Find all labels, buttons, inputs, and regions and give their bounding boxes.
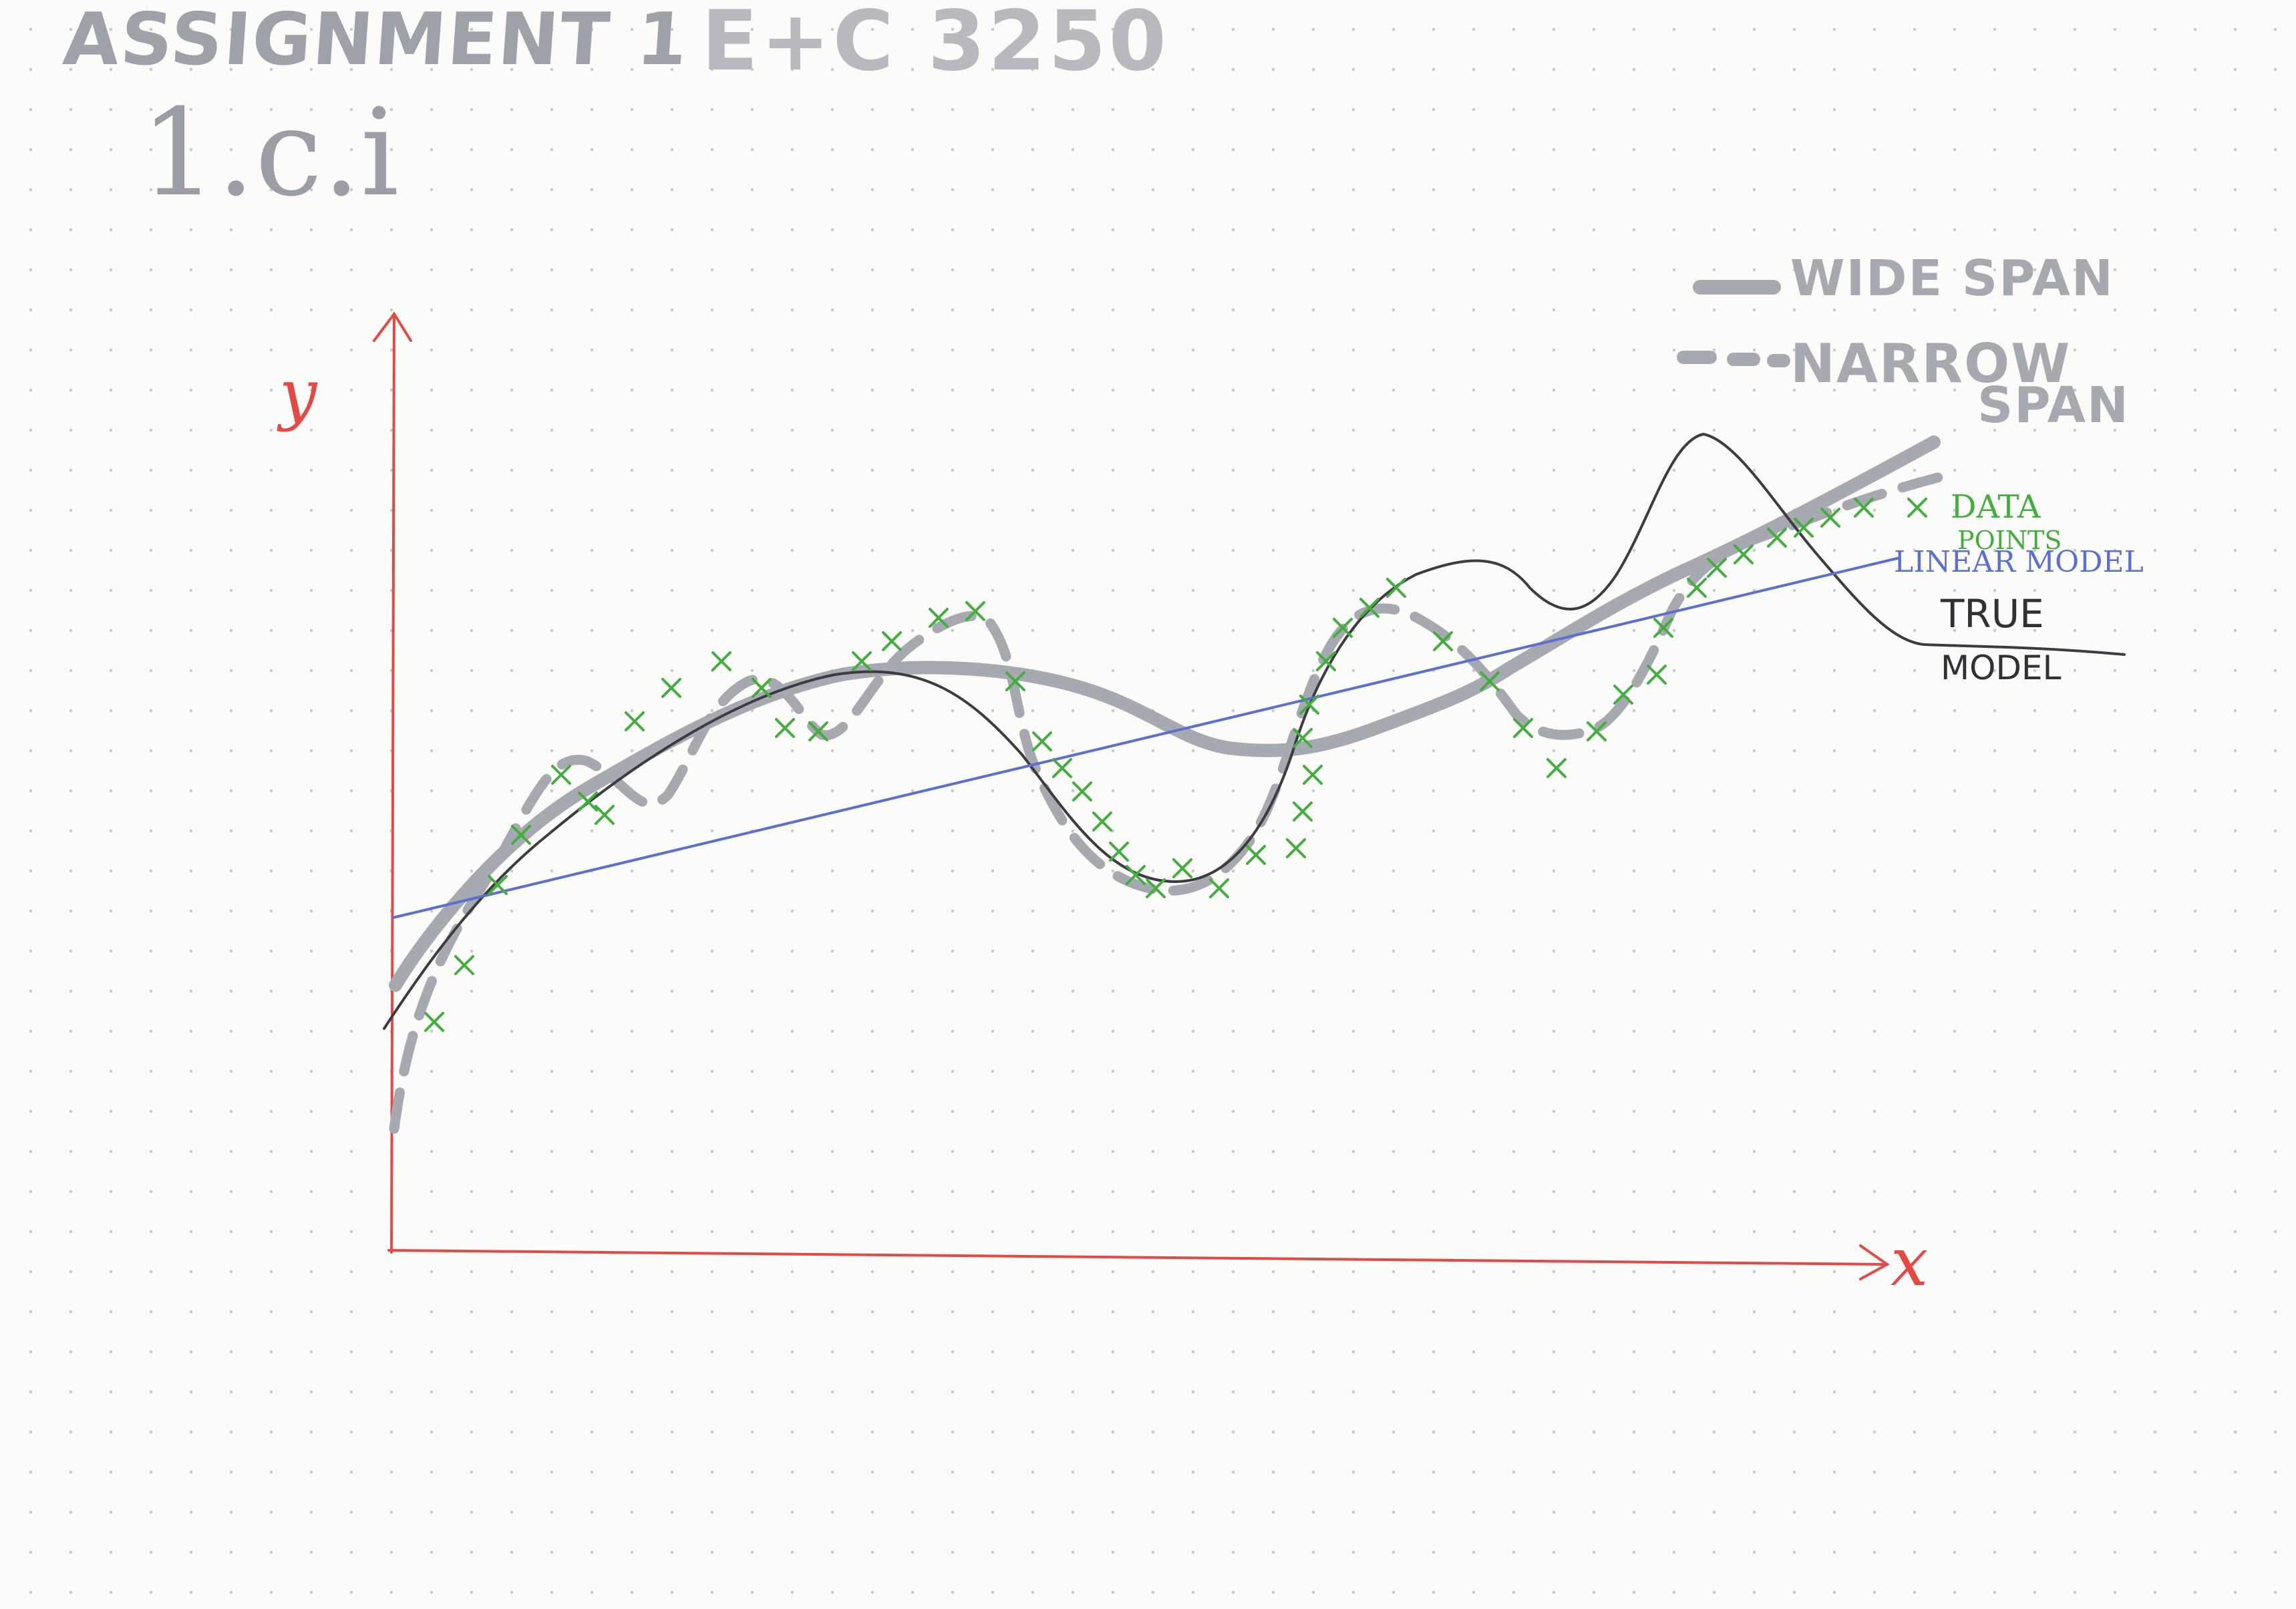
linear-model-label: LINEAR MODEL (1894, 545, 2144, 579)
data-point-mark (1209, 878, 1229, 898)
data-point-mark (882, 631, 902, 651)
true-model-label: TRUE (1941, 591, 2044, 637)
data-point-mark (1032, 731, 1052, 751)
x-axis-label: x (1891, 1223, 1929, 1301)
data-point-mark (1293, 801, 1313, 822)
data-point-mark (808, 721, 828, 741)
data-point-mark (595, 805, 615, 825)
data-point-mark (1513, 718, 1533, 738)
legend-wide-span-label: WIDE SPAN (1790, 250, 2114, 307)
data-point-mark (1109, 842, 1129, 862)
data-points-label: DATA (1951, 488, 2041, 526)
data-point-mark (711, 651, 731, 671)
x-axis-line (387, 1249, 1889, 1266)
data-point-mark (1613, 685, 1633, 705)
data-point-mark (929, 608, 949, 628)
wide-span-curve (389, 435, 1941, 992)
data-point-mark (1052, 758, 1072, 778)
data-point-mark (1303, 765, 1323, 785)
legend-narrow-span-label: NARROW (1790, 333, 2072, 395)
data-point-mark (1333, 618, 1353, 638)
data-point-mark (488, 875, 508, 895)
data-point-mark (454, 955, 474, 975)
data-point-mark (625, 711, 645, 731)
x-axis-arrowhead (1859, 1244, 1890, 1280)
data-point-mark (1246, 845, 1266, 865)
data-point-mark (1647, 665, 1667, 685)
data-point-mark (1854, 498, 1874, 518)
legend-narrow-span-label-2: SPAN (1977, 377, 2130, 434)
data-point-mark (661, 678, 681, 698)
data-point-mark (511, 825, 531, 845)
data-point-mark (752, 678, 772, 698)
data-point-mark (1092, 812, 1112, 832)
data-point-mark (1359, 598, 1379, 618)
data-point-mark (1293, 728, 1313, 748)
data-point-mark (1587, 721, 1607, 741)
data-point-mark (1734, 544, 1754, 564)
data-point-mark (1480, 671, 1500, 691)
y-axis-line (390, 313, 395, 1254)
data-point-mark (1767, 528, 1787, 548)
data-point-mark (775, 718, 795, 738)
true-model-curve (383, 432, 2126, 1030)
data-point-mark (852, 651, 872, 671)
data-point-mark (1286, 838, 1306, 858)
data-point-mark (965, 601, 985, 621)
course-code: E+C 3250 (701, 0, 1169, 90)
y-axis-arrowhead (373, 311, 412, 342)
data-point-mark (1386, 578, 1406, 598)
data-points-label-2: POINTS (1957, 526, 2062, 555)
data-point-mark (1172, 858, 1192, 878)
data-points (424, 498, 1927, 1032)
narrow-span-curve (389, 469, 1956, 1134)
data-point-mark (1820, 508, 1840, 528)
axes (373, 311, 1890, 1280)
data-point-mark (1316, 651, 1336, 671)
true-model-label-2: MODEL (1941, 649, 2062, 687)
data-point-mark (1794, 518, 1814, 538)
linear-model-line (391, 557, 1899, 919)
data-point-mark (1126, 865, 1146, 885)
data-point-mark (1005, 671, 1025, 691)
data-point-mark (1907, 498, 1927, 518)
data-point-mark (1546, 758, 1567, 778)
data-point-mark (1299, 695, 1319, 715)
data-point-mark (1653, 618, 1673, 638)
question-number: 1.c.i (140, 83, 399, 223)
data-point-mark (1146, 878, 1166, 898)
data-point-mark (424, 1012, 444, 1032)
data-point-mark (578, 791, 598, 812)
y-axis-label: y (279, 355, 317, 433)
legend-narrow-span-swatch (1677, 351, 1790, 367)
data-point-mark (1687, 578, 1707, 598)
data-point-mark (1707, 558, 1727, 578)
data-point-mark (1433, 631, 1453, 651)
data-point-mark (551, 765, 571, 785)
data-point-mark (1072, 781, 1092, 801)
